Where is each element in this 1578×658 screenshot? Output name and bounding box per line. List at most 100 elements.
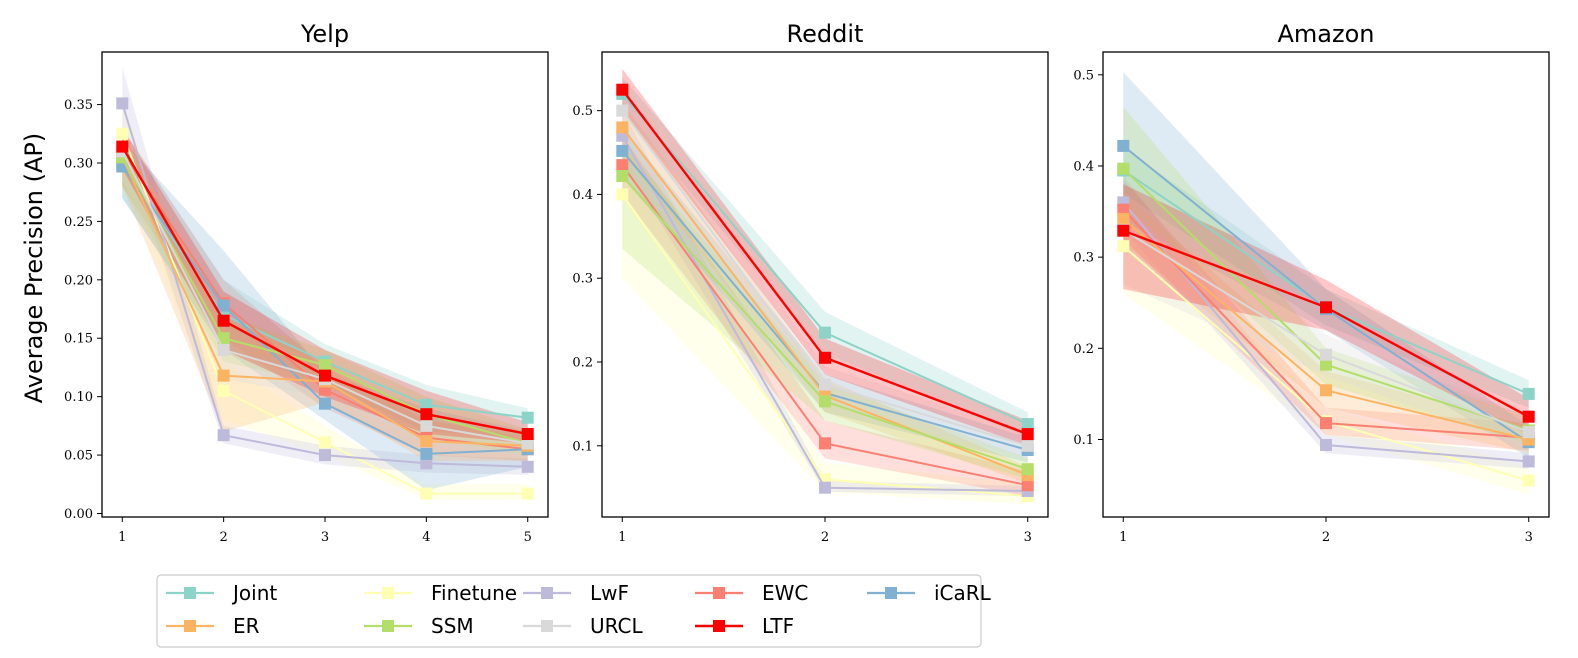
point-yelp-ltf-2 [217,314,230,327]
point-reddit-ssm-2 [819,395,831,408]
panel-reddit: Reddit 1 2 3 0.1 0.2 0.3 0.4 0.5 [572,20,1049,545]
point-yelp-ltf-3 [319,369,331,382]
x-tick-label-amazon-2: 2 [1322,530,1330,545]
point-amazon-lwf-3 [1522,455,1535,468]
point-amazon-er-2 [1320,384,1332,397]
band-amazon-finetune [1123,216,1529,495]
band-yelp-finetune [122,104,528,500]
legend-swatch-marker-lwf [541,587,553,599]
legend-label-er: ER [233,614,260,638]
point-reddit-icarl-1 [616,144,629,157]
legend-label-icarl: iCaRL [934,581,992,605]
panels: Yelp 1 2 3 4 5 0.00 0.05 0.10 0.15 0.20 0.25 0.30 0.3… [64,20,1550,545]
y-tick-label-amazon-0-4: 0.4 [1073,159,1094,174]
point-yelp-finetune-5 [521,487,534,500]
y-tick-label-reddit-0-1: 0.1 [572,439,593,454]
y-tick-label-yelp-0-20: 0.20 [64,273,93,288]
point-reddit-ewc-3 [1021,479,1034,492]
point-amazon-lwf-2 [1320,439,1332,451]
panel-title-reddit: Reddit [787,20,864,48]
y-tick-label-amazon-0-5: 0.5 [1073,68,1094,83]
y-tick-label-yelp-0-25: 0.25 [64,215,93,230]
y-tick-label-yelp-0-30: 0.30 [64,156,93,171]
x-tick-label-yelp-5: 5 [524,530,532,545]
band-yelp-ssm [122,133,528,456]
legend-entry-er: ER [166,614,260,638]
point-yelp-urcl-4 [420,419,433,432]
point-yelp-lwf-3 [319,449,331,462]
y-tick-label-yelp-0-35: 0.35 [64,98,93,113]
point-yelp-ltf-1 [116,140,129,153]
legend-swatch-marker-ltf [713,620,725,632]
point-yelp-urcl-2 [217,343,230,356]
point-reddit-urcl-3 [1021,439,1034,452]
legend-swatch-marker-joint [184,587,196,599]
point-amazon-ewc-1 [1117,203,1130,216]
legend-label-ewc: EWC [762,581,808,605]
band-reddit-ssm [622,144,1028,480]
point-yelp-finetune-2 [217,384,230,397]
band-reddit-joint [622,77,1028,438]
band-amazon-joint [1123,147,1529,408]
y-tick-label-amazon-0-2: 0.2 [1073,342,1094,357]
point-yelp-finetune-1 [116,127,129,140]
y-tick-label-yelp-0-05: 0.05 [64,449,93,464]
x-tick-label-reddit-2: 2 [821,530,829,545]
legend-swatch-marker-icarl [885,587,897,599]
x-tick-label-yelp-4: 4 [422,530,430,545]
point-amazon-ssm-2 [1320,358,1332,371]
point-amazon-joint-3 [1522,387,1535,400]
x-tick-label-yelp-1: 1 [118,530,126,545]
legend-swatch-marker-ewc [713,587,725,599]
point-reddit-ewc-1 [616,159,629,172]
point-reddit-ewc-2 [819,437,831,450]
legend-label-lwf: LwF [590,581,629,605]
panel-title-yelp: Yelp [300,20,349,48]
point-amazon-icarl-1 [1117,139,1130,152]
legend: Joint Finetune LwF EWC iCaRL ER SSM URCL LTF [156,574,992,648]
point-yelp-er-4 [420,435,433,448]
y-tick-label-yelp-0-15: 0.15 [64,332,93,347]
point-amazon-ssm-1 [1117,162,1130,175]
legend-label-finetune: Finetune [431,581,517,605]
legend-label-ssm: SSM [431,614,474,638]
point-amazon-urcl-2 [1320,348,1332,361]
legend-swatch-marker-finetune [382,587,394,599]
x-tick-label-reddit-3: 3 [1024,530,1032,545]
legend-entry-ssm: SSM [364,614,474,638]
point-reddit-ltf-3 [1021,428,1034,441]
band-amazon-er [1123,193,1529,454]
legend-entry-ltf: LTF [695,614,794,638]
point-reddit-ltf-1 [616,83,629,96]
point-amazon-urcl-3 [1522,426,1535,439]
point-yelp-lwf-2 [217,429,230,442]
legend-box [156,574,982,648]
legend-swatch-marker-ssm [382,620,394,632]
legend-entry-joint: Joint [166,581,277,605]
legend-swatch-marker-er [184,620,196,632]
legend-swatch-marker-urcl [541,620,553,632]
y-tick-label-amazon-0-3: 0.3 [1073,251,1094,266]
point-yelp-finetune-4 [420,487,433,500]
point-yelp-lwf-5 [521,460,534,473]
x-tick-label-yelp-3: 3 [321,530,329,545]
point-reddit-joint-3 [1021,418,1034,430]
y-tick-label-yelp-0-10: 0.10 [64,390,93,405]
panel-amazon: Amazon 1 2 3 0.1 0.2 0.3 0.4 0.5 [1073,20,1550,545]
point-yelp-joint-5 [521,411,534,424]
point-reddit-urcl-2 [819,378,831,391]
y-axis-label: Average Precision (AP) [20,133,48,404]
point-reddit-ssm-1 [616,170,629,182]
y-tick-label-yelp-0-00: 0.00 [64,507,93,522]
legend-entry-finetune: Finetune [364,581,517,605]
y-tick-label-reddit-0-2: 0.2 [572,356,593,371]
y-tick-label-reddit-0-4: 0.4 [572,188,593,203]
panel-yelp: Yelp 1 2 3 4 5 0.00 0.05 0.10 0.15 0.20 0.25 0.30 0.3… [64,20,549,545]
y-tick-label-reddit-0-3: 0.3 [572,272,593,287]
legend-label-joint: Joint [231,581,277,605]
point-yelp-icarl-4 [420,447,433,460]
point-amazon-er-1 [1117,212,1130,225]
x-tick-label-reddit-1: 1 [618,530,626,545]
y-tick-label-reddit-0-5: 0.5 [572,104,593,119]
band-amazon-ssm [1123,106,1529,445]
